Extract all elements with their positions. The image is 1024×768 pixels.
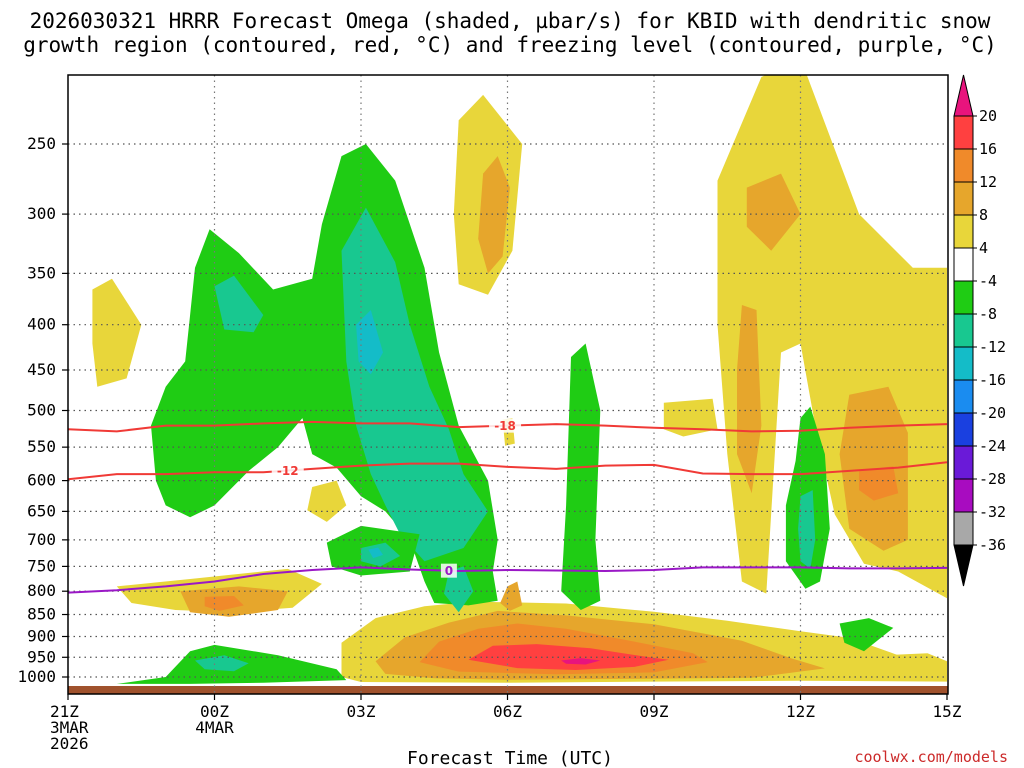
colorbar-band-12 [953,478,974,513]
colorbar-label-3: 8 [979,206,988,224]
y-tick-label-950: 950 [27,647,56,666]
contour-lines: -18 -12 0 [68,418,948,594]
colorbar-label-11: -28 [979,470,1006,488]
y-tick-label-350: 350 [27,263,56,282]
omega-region-28 [368,547,383,559]
omega-region-21 [883,653,947,676]
colorbar-band-10 [953,412,974,447]
omega-region-19 [561,658,601,665]
y-tick-label-400: 400 [27,315,56,334]
contour-label-bg-0 [440,563,457,578]
colorbar-bottom-arrow [953,544,974,587]
colorbar-label-7: -12 [979,338,1006,356]
y-tick-label-600: 600 [27,471,56,490]
colorbar-band-9 [953,379,974,414]
x-tick-label-15-0: 12Z [786,702,815,721]
x-tick-label-0-2: 2026 [50,734,89,753]
x-tick-label-0-1: 3MAR [50,718,89,737]
colorbar-band-1 [953,115,974,150]
contour-label--12: -12 [277,464,299,478]
colorbar: 20 16 12 8 4 -4 -8 -12 -16 -20 -24 -28 -32 -36 [953,74,1006,587]
x-tick-label-0-0: 21Z [50,702,79,721]
colorbar-top-arrow [953,74,974,117]
y-tick-label-850: 850 [27,605,56,624]
x-tick-label-6-0: 03Z [347,702,376,721]
colorbar-label-13: -36 [979,536,1006,554]
colorbar-label-0: 20 [979,107,997,125]
colorbar-label-12: -32 [979,503,1006,521]
colorbar-label-1: 16 [979,140,997,158]
chart-title-line2: growth region (contoured, red, °C) and f… [23,33,997,57]
colorbar-band-8 [953,346,974,381]
omega-region-20 [500,581,523,611]
colorbar-band-5 [953,247,974,282]
colorbar-label-6: -8 [979,305,997,323]
y-tick-label-650: 650 [27,501,56,520]
y-tick-label-550: 550 [27,437,56,456]
omega-region-25 [356,310,383,375]
omega-region-33 [839,618,894,652]
omega-region-11 [859,466,899,501]
x-tick-label-3-1: 4MAR [195,718,234,737]
y-tick-label-500: 500 [27,401,56,420]
colorbar-label-10: -24 [979,437,1006,455]
contour-label--18: -18 [494,419,516,433]
contour-label-0: 0 [445,564,453,578]
colorbar-label-9: -20 [979,404,1006,422]
y-axis-ticks: 250 300 350 400 450 500 550 600 650 700 750 800 850 9… [17,134,68,686]
omega-region-35 [195,655,249,672]
colorbar-label-5: -4 [979,272,997,290]
contour-label-bg--12 [271,463,304,478]
omega-region-23 [214,275,264,333]
contour--12 [68,461,948,481]
colorbar-band-11 [953,445,974,480]
plot-area: -18 -12 0 [67,74,949,695]
y-tick-label-800: 800 [27,581,56,600]
omega-region-4 [663,398,718,437]
y-tick-label-250: 250 [27,134,56,153]
colorbar-label-2: 12 [979,173,997,191]
gridlines [68,75,948,694]
site-credit: coolwx.com/models [854,748,1008,766]
omega-region-3 [478,156,510,274]
ground-bar [68,686,948,694]
contour-0 [68,566,948,594]
contour-label-bg--18 [489,418,522,433]
colorbar-band-6 [953,280,974,315]
x-tick-label-12-0: 09Z [640,702,669,721]
colorbar-band-13 [953,511,974,546]
y-tick-label-1000: 1000 [17,667,56,686]
colorbar-band-7 [953,313,974,348]
y-tick-label-900: 900 [27,626,56,645]
omega-region-9 [737,305,762,494]
chart-title-line1: 2026030321 HRRR Forecast Omega (shaded, … [30,9,991,33]
omega-region-30 [444,566,474,613]
omega-region-8 [746,173,801,251]
omega-region-32 [798,490,816,569]
colorbar-band-4 [953,214,974,249]
colorbar-label-4: 4 [979,239,988,257]
y-tick-label-450: 450 [27,360,56,379]
omega-region-24 [341,207,488,562]
omega-region-14 [204,596,244,611]
omega-region-5 [307,480,347,522]
x-axis-title: Forecast Time (UTC) [407,748,613,768]
omega-region-1 [92,278,142,387]
y-tick-label-750: 750 [27,556,56,575]
x-tick-label-18-0: 15Z [933,702,962,721]
colorbar-label-8: -16 [979,371,1006,389]
colorbar-band-3 [953,181,974,216]
colorbar-band-2 [953,148,974,183]
x-tick-label-9-0: 06Z [493,702,522,721]
x-tick-label-3-0: 00Z [200,702,229,721]
y-tick-label-700: 700 [27,530,56,549]
y-tick-label-300: 300 [27,204,56,223]
